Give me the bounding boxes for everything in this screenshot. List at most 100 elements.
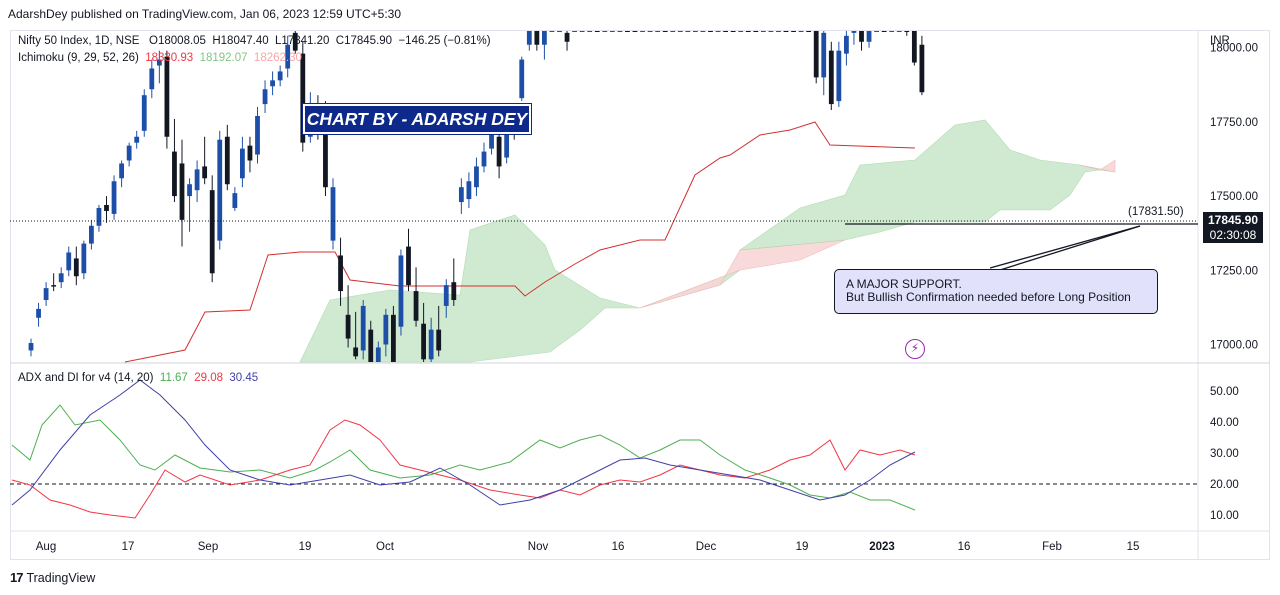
tradingview-brand: TradingView xyxy=(26,571,96,585)
candle xyxy=(874,31,879,32)
candle xyxy=(889,31,895,32)
tradingview-footer[interactable]: 17 TradingView xyxy=(10,570,95,585)
candle-body xyxy=(187,184,192,197)
candle-body xyxy=(632,31,638,32)
candle-body xyxy=(104,205,109,211)
candle-body xyxy=(496,136,502,167)
candle-body xyxy=(134,136,140,143)
candle-body xyxy=(911,31,917,63)
adx-label: ADX and DI for v4 (14, 20) xyxy=(18,372,154,384)
candle-body xyxy=(730,31,736,32)
adx-legend[interactable]: ADX and DI for v4 (14, 20) 11.67 29.08 3… xyxy=(18,372,258,384)
candle-body xyxy=(172,151,177,197)
candle xyxy=(496,127,502,179)
candle-body xyxy=(813,31,819,78)
candle-body xyxy=(73,258,79,277)
candle-body xyxy=(58,273,64,283)
candle xyxy=(149,59,155,99)
candle-body xyxy=(844,35,849,54)
candle xyxy=(330,178,336,250)
cloud-bull-segment-1 xyxy=(299,214,741,363)
reference-level-label: (17831.50) xyxy=(1128,206,1184,218)
candle xyxy=(594,31,600,32)
price-tick-label: 17000.00 xyxy=(1210,340,1258,352)
candle-body xyxy=(662,31,668,32)
candle xyxy=(111,175,117,220)
candle xyxy=(240,136,245,188)
low-value: L17841.20 xyxy=(275,35,330,47)
annotation-arrow-2 xyxy=(999,225,1141,271)
time-tick-label: 15 xyxy=(1127,541,1140,553)
candle xyxy=(708,31,713,32)
candle-body xyxy=(557,31,562,32)
candle-body xyxy=(655,31,661,32)
bolt-icon[interactable]: ⚡︎ xyxy=(905,339,925,359)
candle xyxy=(51,273,57,292)
candle-body xyxy=(776,31,781,32)
candle xyxy=(368,320,374,362)
candle-body xyxy=(36,308,41,318)
candle xyxy=(443,279,449,318)
symbol-name[interactable]: Nifty 50 Index, 1D, NSE xyxy=(18,35,140,47)
candle-body xyxy=(89,225,94,244)
candle-body xyxy=(889,31,895,32)
time-tick-label: Sep xyxy=(198,541,218,553)
candle xyxy=(232,187,238,211)
note-line-1: A MAJOR SUPPORT. xyxy=(846,277,962,291)
ichimoku-label: Ichimoku (9, 29, 52, 26) xyxy=(18,52,139,64)
adx-tick-label: 40.00 xyxy=(1210,417,1239,429)
candle-body xyxy=(323,130,328,188)
candle xyxy=(179,139,185,247)
candle-body xyxy=(708,31,713,32)
candle xyxy=(247,136,253,173)
bar-countdown: 02:30:08 xyxy=(1209,228,1257,242)
candle-body xyxy=(783,31,789,32)
candle-body xyxy=(640,31,645,32)
note-line-2: But Bullish Confirmation needed before L… xyxy=(846,290,1131,304)
candle xyxy=(625,31,630,32)
candle xyxy=(300,41,306,152)
candle-body xyxy=(375,347,381,362)
candle-body xyxy=(255,115,260,155)
cloud-bear-tail xyxy=(1079,159,1116,173)
candle xyxy=(670,31,676,32)
candle xyxy=(187,178,192,232)
candle xyxy=(172,118,177,203)
ichimoku-legend[interactable]: Ichimoku (9, 29, 52, 26) 18330.93 18192.… xyxy=(18,52,302,64)
candle-body xyxy=(292,32,298,51)
support-annotation-note[interactable]: A MAJOR SUPPORT. But Bullish Confirmatio… xyxy=(834,269,1158,314)
candle xyxy=(685,31,691,32)
candle-body xyxy=(519,59,525,99)
candle-body xyxy=(919,44,925,93)
candle-body xyxy=(549,31,555,32)
candle-body xyxy=(156,59,162,66)
candle xyxy=(640,31,645,32)
candle-body xyxy=(768,31,774,32)
candle xyxy=(821,31,827,96)
candle xyxy=(255,107,260,164)
candle-body xyxy=(542,31,547,45)
high-value: H18047.40 xyxy=(212,35,269,47)
candle-body xyxy=(474,166,479,188)
candle xyxy=(519,56,525,102)
candle xyxy=(58,267,64,289)
ichimoku-value-2: 18192.07 xyxy=(199,52,248,64)
price-gridlines xyxy=(10,31,1270,560)
candle-body xyxy=(285,44,291,69)
candle-body xyxy=(481,151,487,167)
candle-body xyxy=(406,246,411,286)
candle-body xyxy=(232,193,238,208)
candle xyxy=(844,31,849,66)
candle-body xyxy=(277,71,283,81)
candle xyxy=(662,31,668,32)
candle xyxy=(338,237,343,306)
candle-body xyxy=(398,255,404,327)
candle-body xyxy=(451,282,457,300)
candle-body xyxy=(466,181,472,200)
cloud-bear-segment xyxy=(639,239,846,309)
candle-body xyxy=(458,187,464,203)
candle xyxy=(730,31,736,32)
candle-body xyxy=(798,31,804,32)
candle-body xyxy=(149,68,155,90)
